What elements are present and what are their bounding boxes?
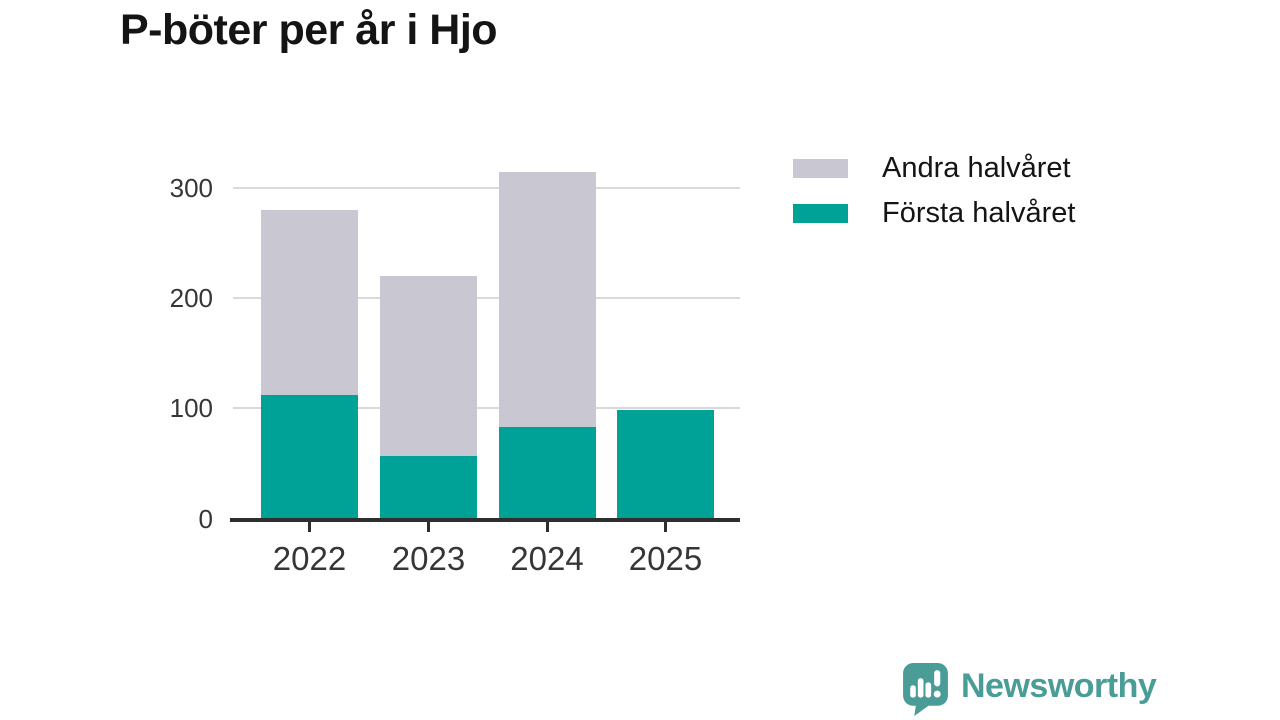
newsworthy-wordmark: Newsworthy xyxy=(961,667,1157,705)
legend-label: Andra halvåret xyxy=(882,152,1071,184)
x-axis-tick-2023 xyxy=(427,522,430,532)
y-axis-label-100: 100 xyxy=(169,393,213,424)
x-axis-label-2025: 2025 xyxy=(628,540,703,577)
bar-2022-forsta xyxy=(261,394,358,519)
bar-2025-forsta xyxy=(617,410,714,519)
bar-2022-andra xyxy=(261,209,358,395)
legend-swatch-forsta-halvaret xyxy=(793,204,848,223)
legend-swatch-andra-halvaret xyxy=(793,159,848,178)
chart-title: P-böter per år i Hjo xyxy=(120,6,498,54)
gridline-300 xyxy=(233,186,740,189)
newsworthy-icon xyxy=(903,663,948,716)
bar-2023-forsta xyxy=(380,455,477,519)
x-axis-tick-2024 xyxy=(545,522,549,532)
x-axis-line xyxy=(230,518,740,522)
legend-item-andra-halvaret: Andra halvåret xyxy=(793,146,1075,191)
x-axis-tick-2022 xyxy=(308,522,311,532)
x-axis-label-2024: 2024 xyxy=(510,540,584,577)
bar-2024-forsta xyxy=(498,426,596,519)
x-axis-label-2023: 2023 xyxy=(391,540,466,577)
bar-2023-andra xyxy=(380,275,477,456)
y-axis-label-200: 200 xyxy=(169,282,213,313)
bar-2024-andra xyxy=(498,172,596,427)
y-axis-label-0: 0 xyxy=(198,503,213,534)
x-axis-label-2022: 2022 xyxy=(272,540,347,577)
legend: Andra halvåret Första halvåret xyxy=(793,146,1075,236)
legend-label: Första halvåret xyxy=(882,197,1076,229)
x-axis-tick-2025 xyxy=(664,522,667,532)
legend-item-forsta-halvaret: Första halvåret xyxy=(793,191,1075,236)
y-axis-label-300: 300 xyxy=(169,172,213,203)
newsworthy-logo: Newsworthy xyxy=(903,663,1157,716)
gridline-100 xyxy=(233,407,740,410)
gridline-200 xyxy=(233,296,740,299)
